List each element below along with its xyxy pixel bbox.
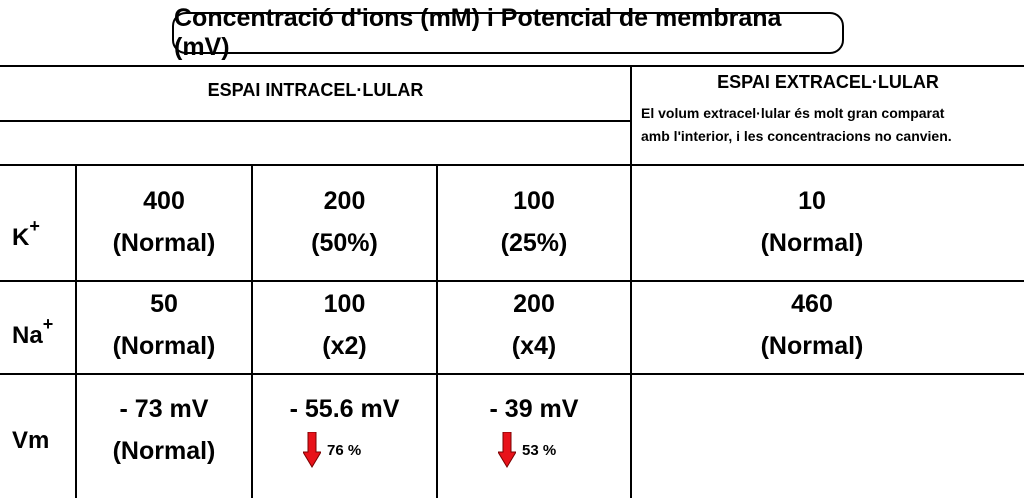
intracellular-header: ESPAI INTRACEL·LULAR [207,80,424,100]
table-divider-intra-extra [630,65,632,498]
ion-label-na: Na+ [12,314,54,349]
table-divider-k [0,280,1024,282]
extracellular-note-line1: El volum extracel·lular és molt gran com… [641,105,945,121]
k-extra-normal: 10 (Normal) [760,187,864,257]
vm-k50-change: 76 % [303,432,361,468]
vm-normal: - 73 mV (Normal) [112,395,216,465]
na-intra-x2: 100 (x2) [322,290,367,360]
na-extra-normal: 460 (Normal) [760,290,864,360]
na-intra-normal: 50 (Normal) [112,290,216,360]
vm-k25: - 39 mV [489,395,579,423]
table-divider-col1 [75,164,77,498]
table-divider-col3 [436,164,438,498]
na-intra-x4: 200 (x4) [511,290,557,360]
extracellular-header: ESPAI EXTRACEL·LULAR [717,72,939,92]
red-down-arrow-icon [498,432,516,468]
extracellular-note-line2: amb l'interior, i les concentracions no … [641,128,952,144]
table-divider-col2 [251,164,253,498]
red-down-arrow-icon [303,432,321,468]
table-divider-header [0,120,631,122]
ion-label-k: K+ [12,216,40,251]
table-border-top [0,65,1024,67]
vm-k50: - 55.6 mV [289,395,400,423]
vm-label: Vm [12,427,50,454]
table-divider-header-bottom [0,164,1024,166]
vm-k25-change: 53 % [498,432,556,468]
table-divider-na [0,373,1024,375]
extracellular-note: El volum extracel·lular és molt gran com… [641,102,1021,148]
k-intra-25: 100 (25%) [500,187,568,257]
k-intra-normal: 400 (Normal) [112,187,216,257]
k-intra-50: 200 (50%) [311,187,378,257]
